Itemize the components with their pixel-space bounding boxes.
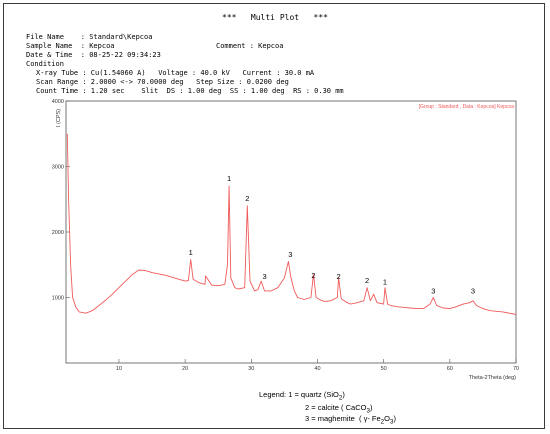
x-tick-label: 40 <box>314 366 320 372</box>
x-tick-label: 70 <box>513 366 519 372</box>
file-name: File Name : Standard\Kepcoa <box>26 33 153 41</box>
x-tick-label: 20 <box>182 366 188 372</box>
x-tick-label: 60 <box>447 366 453 372</box>
y-tick-label: 4000 <box>52 99 64 105</box>
peak-label: 1 <box>227 174 231 183</box>
peak-label: 3 <box>471 287 475 296</box>
peak-label: 2 <box>337 272 341 281</box>
date-time: Date & Time : 08-25-22 09:34:23 <box>26 51 161 59</box>
count-time: Count Time : 1.20 sec Slit DS : 1.00 deg… <box>36 87 344 95</box>
y-tick-label: 1000 <box>52 296 64 302</box>
x-tick-label: 50 <box>381 366 387 372</box>
peak-label: 2 <box>365 276 369 285</box>
peak-label: 2 <box>311 271 315 280</box>
y-axis-label: I (CPS) <box>56 109 62 127</box>
sample-name: Sample Name : Kepcoa <box>26 42 115 50</box>
series-label: [Group : Standard , Data : Kepcoa] Kepco… <box>419 104 515 110</box>
xray-tube: X-ray Tube : Cu(1.54060 A) Voltage : 40.… <box>36 69 315 77</box>
plot-title: *** Multi Plot *** <box>222 13 328 22</box>
peak-label: 1 <box>189 248 193 257</box>
y-tick-label: 2000 <box>52 230 64 236</box>
legend-line-maghemite: 3 = maghemite ( γ- Fe2O3) <box>305 414 396 426</box>
peak-label: 1 <box>383 277 387 286</box>
series-line <box>66 133 517 315</box>
legend-line-calcite: 2 = calcite ( CaCO3) <box>305 403 373 415</box>
peak-label: 2 <box>245 194 249 203</box>
scan-range: Scan Range : 2.0000 <-> 70.0000 deg Step… <box>36 78 289 86</box>
y-tick-label: 3000 <box>52 165 64 171</box>
peak-label: 3 <box>288 250 292 259</box>
condition-heading: Condition <box>26 60 64 68</box>
peak-label: 3 <box>262 272 266 281</box>
peak-label: 3 <box>431 287 435 296</box>
x-axis-label: Theta-2Theta (deg) <box>469 375 517 381</box>
legend-line-quartz: Legend: 1 = quartz (SiO2) <box>259 390 345 402</box>
figure-frame <box>3 3 545 429</box>
comment: Comment : Kepcoa <box>216 42 284 50</box>
x-tick-label: 10 <box>116 366 122 372</box>
plot-area <box>65 100 517 364</box>
x-tick-label: 30 <box>248 366 254 372</box>
